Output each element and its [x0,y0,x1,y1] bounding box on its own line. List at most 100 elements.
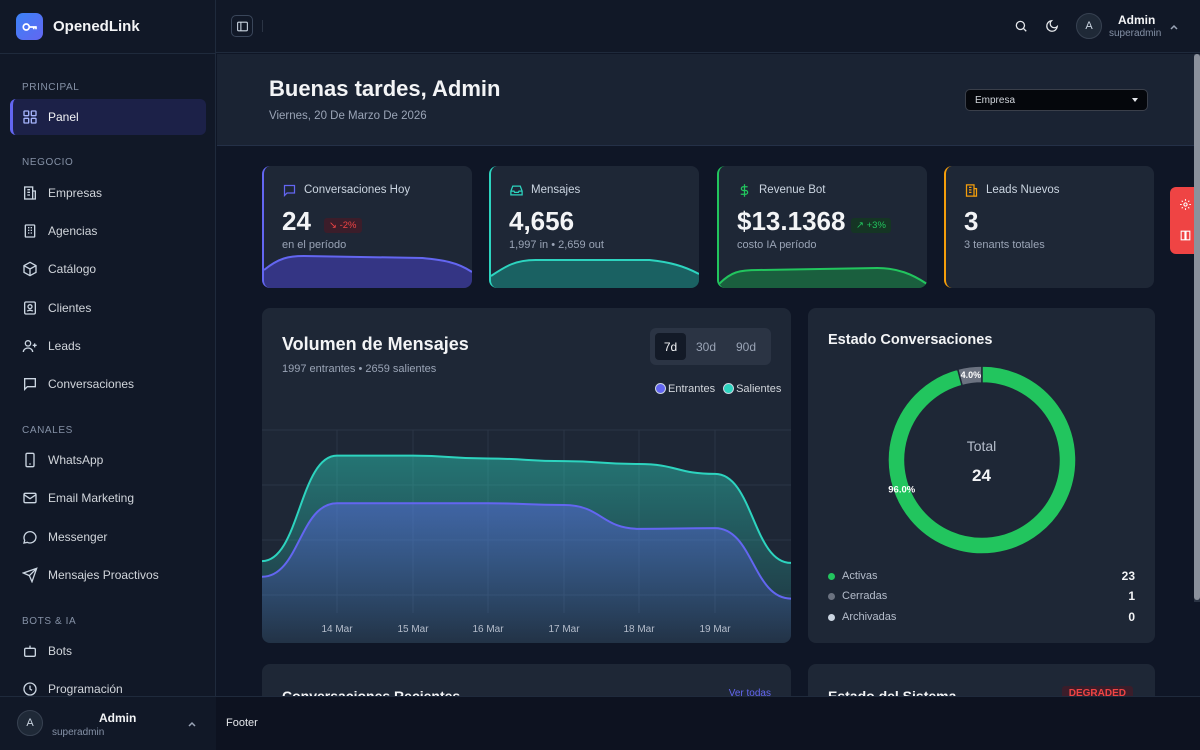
key-icon [16,13,43,40]
stat-value: 3 [964,206,979,236]
stat-subtitle: en el período [282,239,347,251]
sidebar-item-messenger[interactable]: Messenger [10,519,206,555]
user-name[interactable]: Admin [1118,13,1156,27]
dashboard-icon [23,110,37,124]
sidebar-item-programacion[interactable]: Programación [10,671,206,707]
line-salientes [262,454,791,564]
legend-entrantes[interactable]: Entrantes [655,383,715,395]
sidebar-item-label: Mensajes Proactivos [48,568,159,582]
footer: Footer [216,696,1200,750]
avatar[interactable]: A [1076,13,1102,39]
sidebar-item-label: Conversaciones [48,377,135,391]
section-title-principal: PRINCIPAL [22,82,80,93]
brand[interactable]: OpenedLink [16,13,140,40]
status-row-activas: Activas [828,570,877,582]
sidebar-item-label: Bots [48,644,73,658]
stat-card-mensajes[interactable]: Mensajes 4,656 1,997 in • 2,659 out [489,166,699,288]
range-selector: 7d 30d 90d [650,328,771,365]
divider [0,53,216,54]
conversation-status-card: Estado Conversaciones 96.0% 4.0% Total 24… [808,308,1155,643]
sidebar-item-empresas[interactable]: Empresas [10,175,206,211]
user-role: superadmin [1109,28,1162,39]
stat-subtitle: 1,997 in • 2,659 out [509,239,604,251]
status-row-cerradas: Cerradas [828,590,887,602]
send-icon [22,567,38,583]
chart-legend: Entrantes Salientes [655,383,781,395]
sidebar: OpenedLink PRINCIPAL Panel NEGOCIO Empre… [0,0,216,750]
stat-label: Conversaciones Hoy [304,184,411,196]
sparkline [491,259,699,288]
sidebar-item-label: Clientes [48,301,92,315]
sidebar-item-label: Empresas [48,186,103,200]
chevron-up-icon[interactable] [1169,23,1179,31]
chat-icon [24,378,36,391]
donut-chart: 96.0% 4.0% [887,365,1077,555]
donut-pct-label: 4.0% [961,370,982,380]
stat-card-revenue[interactable]: Revenue Bot $13.1368 ↗ +3% costo IA perí… [717,166,927,288]
donut-pct-label: 96.0% [888,484,915,495]
sidebar-item-clientes[interactable]: Clientes [10,290,206,326]
status-row-archivadas: Archivadas [828,611,896,623]
moon-icon[interactable] [1045,19,1059,33]
sidebar-item-label: Email Marketing [48,491,135,505]
status-value: 0 [1128,610,1135,624]
toggle-sidebar-button[interactable] [231,15,253,37]
company-select[interactable]: Empresa [965,89,1148,111]
sidebar-item-label: Agencias [48,224,98,238]
status-value: 23 [1121,569,1135,583]
x-tick-label: 19 Mar [699,624,731,635]
stat-card-conversaciones[interactable]: Conversaciones Hoy 24 ↘ -2% en el períod… [262,166,472,288]
sparkline [264,254,472,288]
stat-card-leads[interactable]: Leads Nuevos 3 3 tenants totales [944,166,1154,288]
building-icon [23,186,36,200]
sidebar-toggle-icon [236,21,248,31]
range-7d-button[interactable]: 7d [655,333,686,360]
donut-center-value: 24 [972,466,991,485]
sidebar-item-catalogo[interactable]: Catálogo [10,251,206,287]
chat-icon [283,184,296,198]
phone-icon [25,452,35,468]
donut-slice-activas[interactable] [887,365,1077,555]
stat-badge: ↘ -2% [324,218,362,233]
sidebar-item-label: Leads [48,339,81,353]
sidebar-item-email-marketing[interactable]: Email Marketing [10,480,206,516]
stat-value: $13.1368 [737,206,846,236]
view-all-link[interactable]: Ver todas [728,688,771,699]
page-title: Buenas tardes, Admin [269,76,501,101]
x-tick-label: 14 Mar [321,624,353,635]
card-title: Estado Conversaciones [828,332,993,348]
caret-down-icon [1132,98,1138,102]
search-icon[interactable] [1014,19,1028,33]
sidebar-item-mensajes-proactivos[interactable]: Mensajes Proactivos [10,557,206,593]
sidebar-item-conversaciones[interactable]: Conversaciones [10,366,206,402]
gear-icon[interactable] [1179,198,1192,211]
user-name: Admin [99,711,137,725]
stat-label: Leads Nuevos [986,184,1060,196]
sidebar-item-bots[interactable]: Bots [10,633,206,669]
sidebar-user[interactable]: A Admin superadmin [0,696,216,750]
area-chart: 14 Mar 15 Mar 16 Mar 17 Mar 18 Mar 19 Mar [262,429,791,643]
sidebar-item-label: WhatsApp [48,453,104,467]
stat-subtitle: 3 tenants totales [964,239,1045,251]
building-icon [965,184,978,197]
sidebar-item-leads[interactable]: Leads [10,328,206,364]
section-title-canales: CANALES [22,425,73,436]
book-icon[interactable] [1179,229,1192,242]
range-90d-button[interactable]: 90d [735,339,757,354]
sidebar-item-label: Messenger [48,530,108,544]
sidebar-item-whatsapp[interactable]: WhatsApp [10,442,206,478]
chevron-up-icon [188,721,196,727]
legend-salientes[interactable]: Salientes [723,383,781,395]
scrollbar-thumb[interactable] [1194,54,1200,600]
page-date: Viernes, 20 De Marzo De 2026 [269,110,427,122]
office-icon [24,224,36,238]
sidebar-item-panel[interactable]: Panel [10,99,206,135]
stat-label: Revenue Bot [759,184,826,196]
range-30d-button[interactable]: 30d [695,339,717,354]
footer-text: Footer [226,717,258,729]
contact-icon [24,301,36,315]
mail-icon [23,492,37,504]
sidebar-item-agencias[interactable]: Agencias [10,213,206,249]
dollar-icon [740,184,749,197]
sidebar-item-label: Catálogo [48,262,97,276]
